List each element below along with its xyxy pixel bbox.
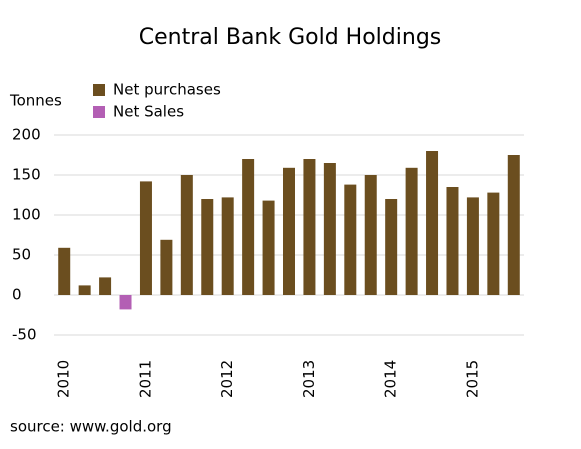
bar bbox=[283, 167, 295, 295]
y-tick-label: 100 bbox=[12, 206, 41, 224]
bar bbox=[303, 159, 316, 295]
source-note: source: www.gold.org bbox=[10, 418, 172, 436]
legend-swatch bbox=[93, 106, 105, 118]
bar bbox=[160, 239, 173, 295]
x-tick-label: 2015 bbox=[463, 360, 481, 398]
bar bbox=[242, 159, 255, 295]
y-tick-label: 150 bbox=[12, 166, 41, 184]
x-tick-label: 2013 bbox=[300, 360, 318, 398]
bar bbox=[201, 199, 214, 295]
bar bbox=[119, 295, 132, 310]
bar bbox=[446, 187, 459, 295]
bar bbox=[58, 247, 71, 295]
bar bbox=[405, 167, 418, 295]
bar bbox=[487, 192, 500, 295]
legend-label: Net Sales bbox=[113, 103, 184, 121]
x-tick-label: 2010 bbox=[55, 360, 73, 398]
x-tick-label: 2011 bbox=[136, 360, 154, 398]
chart-title: Central Bank Gold Holdings bbox=[139, 25, 442, 50]
bar bbox=[426, 151, 439, 295]
y-tick-label: 0 bbox=[12, 286, 22, 304]
y-tick-label: -50 bbox=[12, 326, 37, 344]
bar bbox=[262, 200, 275, 295]
y-tick-label: 50 bbox=[12, 246, 31, 264]
bar bbox=[466, 197, 479, 295]
bar bbox=[78, 285, 91, 295]
bar bbox=[99, 277, 112, 295]
x-tick-label: 2012 bbox=[218, 360, 236, 398]
bar bbox=[323, 163, 336, 295]
legend-label: Net purchases bbox=[113, 81, 221, 99]
bar bbox=[221, 197, 234, 295]
y-axis-label: Tonnes bbox=[9, 92, 62, 110]
bar bbox=[385, 199, 398, 295]
bar bbox=[344, 184, 357, 295]
bar bbox=[139, 181, 152, 295]
bar bbox=[180, 175, 193, 295]
legend-swatch bbox=[93, 84, 105, 96]
bar bbox=[507, 155, 520, 295]
x-tick-label: 2014 bbox=[382, 360, 400, 398]
y-tick-label: 200 bbox=[12, 126, 41, 144]
bar bbox=[364, 175, 377, 295]
